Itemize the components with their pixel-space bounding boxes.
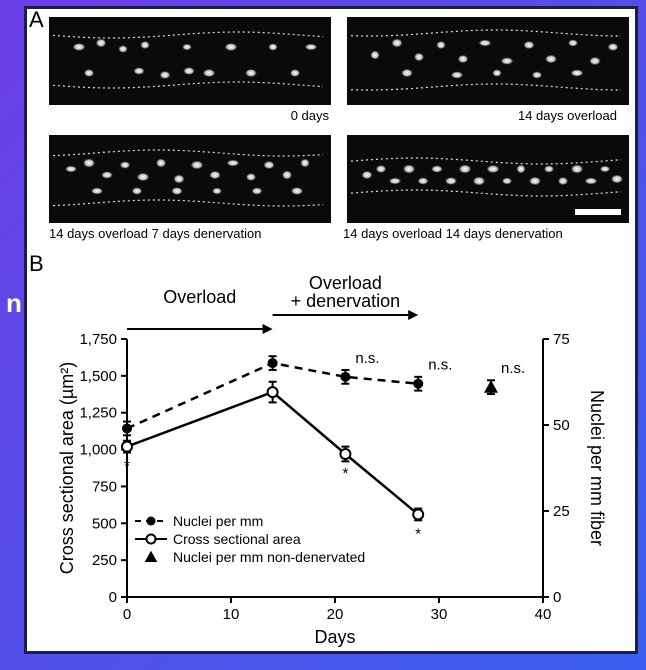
- svg-text:*: *: [415, 525, 421, 542]
- svg-text:n.s.: n.s.: [355, 350, 379, 367]
- svg-text:*: *: [124, 458, 130, 475]
- svg-text:0: 0: [109, 589, 117, 606]
- svg-text:n.s.: n.s.: [501, 360, 525, 377]
- svg-text:Cross sectional area (µm²): Cross sectional area (µm²): [57, 362, 77, 574]
- svg-text:Overload: Overload: [163, 287, 236, 307]
- svg-text:10: 10: [223, 606, 240, 623]
- svg-text:500: 500: [92, 515, 117, 532]
- svg-text:1,500: 1,500: [79, 368, 117, 385]
- svg-text:1,000: 1,000: [79, 442, 117, 459]
- micrograph-3: [347, 135, 629, 223]
- micrograph-2: [49, 135, 331, 223]
- svg-text:Cross sectional area: Cross sectional area: [173, 531, 301, 547]
- svg-text:1,250: 1,250: [79, 405, 117, 422]
- svg-text:*: *: [342, 465, 348, 482]
- svg-text:0: 0: [553, 589, 561, 606]
- svg-text:25: 25: [553, 503, 570, 520]
- micrograph-caption-2: 14 days overload 7 days denervation: [49, 226, 261, 241]
- svg-text:1,750: 1,750: [79, 331, 117, 348]
- micrograph-caption-0: 0 days: [291, 108, 329, 123]
- svg-text:40: 40: [535, 606, 552, 623]
- svg-text:0: 0: [123, 606, 131, 623]
- svg-text:50: 50: [553, 417, 570, 434]
- svg-text:Nuclei per mm non-denervated: Nuclei per mm non-denervated: [173, 549, 365, 565]
- figure-panel: A 0 days 14 days overload 14 days overload…: [24, 6, 638, 654]
- svg-text:20: 20: [327, 606, 344, 623]
- svg-text:Nuclei per mm fiber: Nuclei per mm fiber: [587, 390, 607, 546]
- micrograph-0: [49, 17, 331, 105]
- svg-text:75: 75: [553, 331, 570, 348]
- panel-b-chart: 02505007501,0001,2501,5001,7500255075010…: [51, 267, 621, 651]
- svg-text:Days: Days: [314, 627, 355, 647]
- micrograph-1: [347, 17, 629, 105]
- panel-a-label: A: [29, 7, 44, 33]
- svg-text:+ denervation: + denervation: [291, 291, 401, 311]
- svg-text:n.s.: n.s.: [428, 357, 452, 374]
- slide-side-letter: n: [6, 288, 22, 319]
- svg-text:Nuclei per mm: Nuclei per mm: [173, 513, 263, 529]
- svg-text:250: 250: [92, 552, 117, 569]
- svg-text:Overload: Overload: [309, 273, 382, 293]
- svg-text:750: 750: [92, 478, 117, 495]
- svg-text:30: 30: [431, 606, 448, 623]
- micrograph-caption-3: 14 days overload 14 days denervation: [343, 226, 563, 241]
- micrograph-caption-1: 14 days overload: [518, 108, 617, 123]
- panel-b-label: B: [29, 251, 44, 277]
